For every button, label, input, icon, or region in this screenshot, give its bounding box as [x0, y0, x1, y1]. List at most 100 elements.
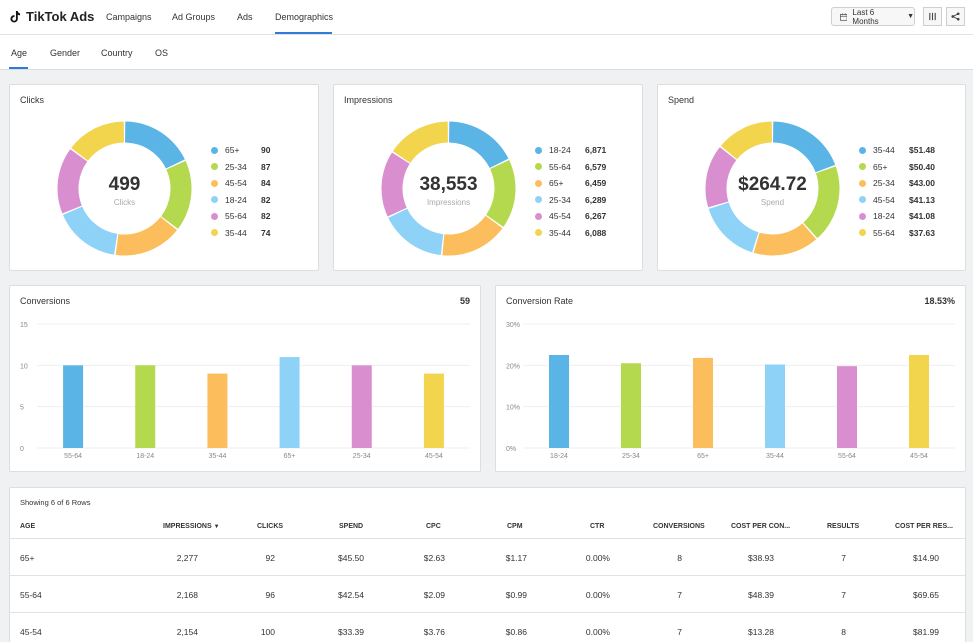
column-header-clicks[interactable]: CLICKS: [257, 523, 284, 530]
legend-item[interactable]: 25-34 $43.00: [859, 175, 935, 192]
legend-label: 55-64: [873, 227, 895, 238]
table-cell: $38.93: [748, 553, 774, 563]
nav-tab-ad-groups[interactable]: Ad Groups: [172, 12, 216, 22]
donut-slice-65+[interactable]: [442, 215, 503, 256]
subtab-gender[interactable]: Gender: [50, 48, 81, 58]
subtab-country[interactable]: Country: [101, 48, 133, 58]
legend-item[interactable]: 55-64 82: [211, 208, 270, 225]
nav-tab-ads[interactable]: Ads: [237, 12, 253, 22]
donut-slice-65+[interactable]: [125, 121, 185, 169]
bar-65+[interactable]: [279, 357, 300, 448]
donut-slice-55-64[interactable]: [486, 160, 516, 227]
column-header-results[interactable]: RESULTS: [827, 523, 860, 530]
donut-slice-35-44[interactable]: [71, 121, 124, 161]
nav-tab-demographics[interactable]: Demographics: [275, 12, 334, 22]
donut-slice-45-54[interactable]: [708, 202, 759, 253]
legend-dot: [859, 179, 866, 187]
table-cell: 100: [260, 627, 275, 637]
card-title: Spend: [668, 95, 695, 105]
column-header-impressions[interactable]: IMPRESSIONS ▼: [163, 523, 220, 530]
legend-item[interactable]: 45-54 $41.13: [859, 192, 935, 209]
card-title: Clicks: [20, 95, 44, 105]
column-header-spend[interactable]: SPEND: [339, 523, 364, 530]
table-row[interactable]: 65+ 2,277 92 $45.50 $2.63 $1.17 0.00% 8 $38.93 7 $…: [10, 538, 965, 575]
donut-slice-55-64[interactable]: [720, 121, 772, 160]
donut-slice-18-24[interactable]: [62, 206, 118, 255]
donut-slice-25-34[interactable]: [753, 223, 817, 256]
bar-25-34[interactable]: [351, 365, 372, 448]
legend-item[interactable]: 25-34 6,289: [535, 192, 606, 209]
legend-value: $43.00: [909, 178, 935, 189]
card-total: 59: [459, 296, 470, 306]
spend-donut-chart: [705, 121, 840, 256]
subtab-age[interactable]: Age: [11, 48, 28, 58]
bar-35-44[interactable]: [207, 373, 228, 448]
columns-button[interactable]: [923, 7, 942, 26]
table-cell: $48.39: [748, 590, 774, 600]
app-logo[interactable]: TikTok Ads: [10, 9, 94, 24]
bar-55-64[interactable]: [63, 365, 84, 448]
donut-slice-55-64[interactable]: [57, 149, 88, 214]
bar-18-24[interactable]: [549, 355, 569, 448]
donut-slice-18-24[interactable]: [449, 121, 509, 168]
column-header-cost-per-result[interactable]: COST PER RES...: [895, 523, 953, 530]
subtab-os[interactable]: OS: [155, 48, 169, 58]
donut-slice-35-44[interactable]: [773, 121, 836, 173]
table-cell: $45.50: [338, 553, 364, 563]
column-header-age[interactable]: AGE: [20, 523, 36, 530]
bar-55-64[interactable]: [837, 366, 857, 448]
share-button[interactable]: [946, 7, 965, 26]
legend-item[interactable]: 45-54 84: [211, 175, 270, 192]
date-range-picker[interactable]: Last 6 Months ▼: [831, 7, 915, 26]
legend-item[interactable]: 55-64 $37.63: [859, 225, 935, 242]
donut-slice-25-34[interactable]: [161, 160, 192, 229]
legend-item[interactable]: 25-34 87: [211, 159, 270, 176]
legend-item[interactable]: 45-54 6,267: [535, 208, 606, 225]
legend-item[interactable]: 55-64 6,579: [535, 159, 606, 176]
legend-value: 6,289: [585, 194, 607, 205]
x-tick-label: 55-64: [838, 453, 856, 460]
column-header-cpm[interactable]: CPM: [507, 523, 523, 530]
table-cell: $0.86: [505, 627, 527, 637]
table-cell: $42.54: [338, 590, 364, 600]
bar-65+[interactable]: [693, 357, 713, 448]
bar-45-54[interactable]: [423, 373, 444, 448]
card-total: 18.53%: [924, 296, 955, 306]
sort-desc-icon: ▼: [213, 524, 220, 530]
donut-slice-18-24[interactable]: [705, 147, 737, 208]
donut-slice-45-54[interactable]: [381, 152, 410, 217]
donut-slice-25-34[interactable]: [388, 208, 444, 256]
column-header-cpc[interactable]: CPC: [426, 523, 441, 530]
legend-label: 35-44: [549, 227, 571, 238]
nav-tab-campaigns[interactable]: Campaigns: [106, 12, 152, 22]
legend-item[interactable]: 65+ 6,459: [535, 175, 606, 192]
donut-slice-45-54[interactable]: [115, 217, 178, 256]
legend-item[interactable]: 18-24 6,871: [535, 142, 606, 159]
bar-35-44[interactable]: [765, 364, 785, 448]
legend-item[interactable]: 65+ 90: [211, 142, 270, 159]
bar-45-54[interactable]: [909, 355, 929, 448]
bar-18-24[interactable]: [135, 365, 156, 448]
donut-slice-65+[interactable]: [803, 166, 840, 239]
table-row[interactable]: 45-54 2,154 100 $33.39 $3.76 $0.86 0.00% 7 $13.2…: [10, 612, 965, 642]
table-row[interactable]: 55-64 2,168 96 $42.54 $2.09 $0.99 0.00% 7 $48.39…: [10, 575, 965, 612]
bar-25-34[interactable]: [621, 363, 641, 448]
table-cell: $13.28: [748, 627, 774, 637]
donut-center: 499 Clicks: [57, 174, 192, 207]
column-header-conversions[interactable]: CONVERSIONS: [653, 523, 705, 530]
legend-value: 82: [261, 211, 271, 222]
column-header-cost-per-conversion[interactable]: COST PER CON...: [731, 523, 791, 530]
legend-item[interactable]: 18-24 82: [211, 192, 270, 209]
table-cell: 0.00%: [585, 553, 610, 563]
donut-slice-35-44[interactable]: [392, 121, 448, 163]
legend-item[interactable]: 65+ $50.40: [859, 159, 935, 176]
legend-dot: [211, 212, 218, 220]
table-cell: $69.65: [913, 590, 939, 600]
share-icon: [951, 12, 960, 21]
legend-item[interactable]: 18-24 $41.08: [859, 208, 935, 225]
legend-item[interactable]: 35-44 6,088: [535, 225, 606, 242]
legend-value: $41.13: [909, 194, 935, 205]
legend-item[interactable]: 35-44 $51.48: [859, 142, 935, 159]
legend-item[interactable]: 35-44 74: [211, 225, 270, 242]
column-header-ctr[interactable]: CTR: [590, 523, 605, 530]
